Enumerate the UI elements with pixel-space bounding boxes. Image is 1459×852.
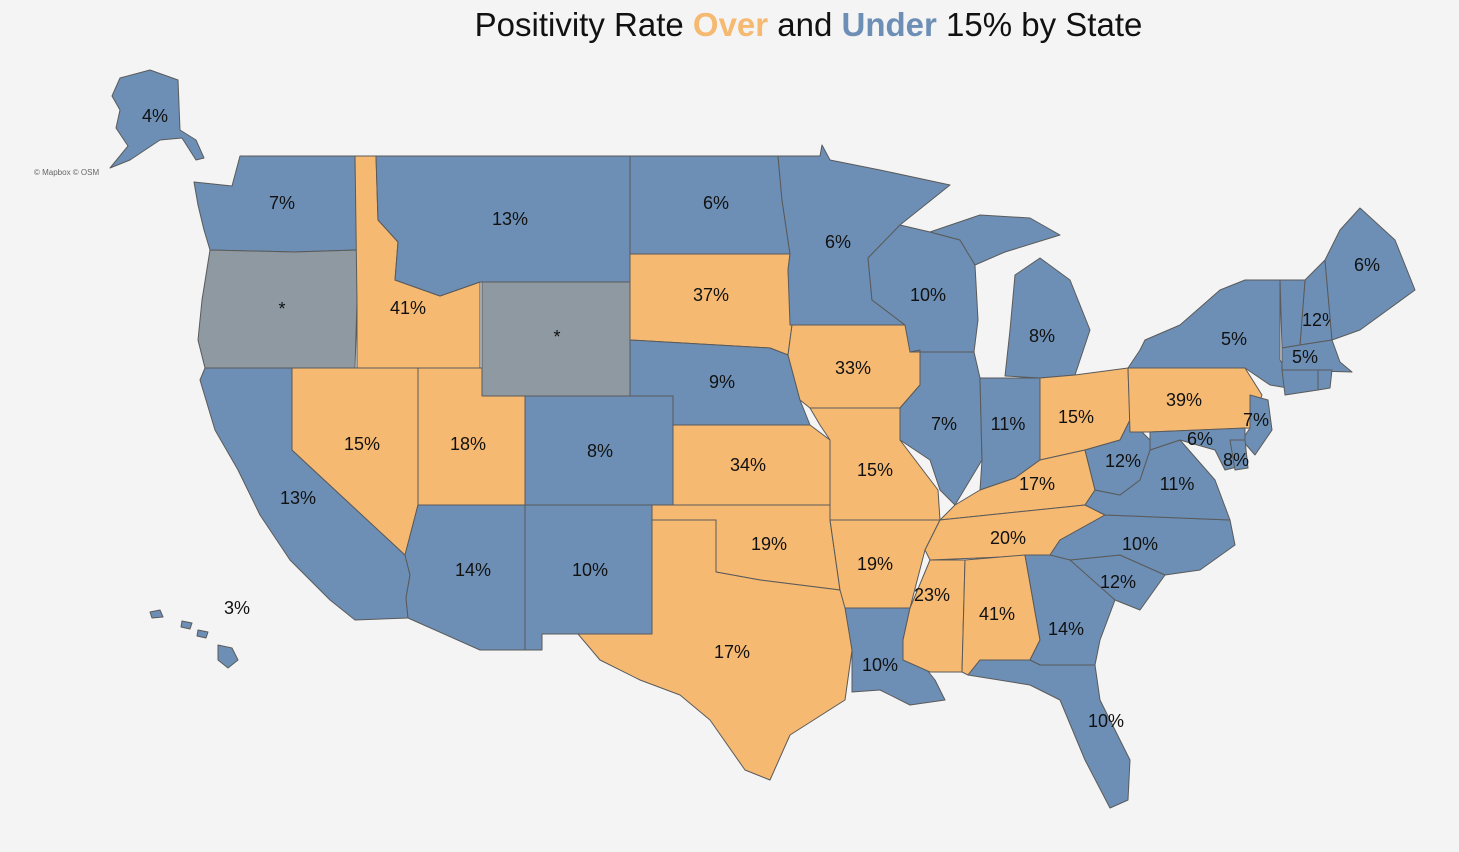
state-ms[interactable]: 23%: [902, 559, 966, 673]
state-label-ky: 17%: [1019, 474, 1055, 494]
state-il[interactable]: 7%: [899, 349, 983, 506]
state-label-fl: 10%: [1088, 711, 1124, 731]
state-nj[interactable]: 7%: [1241, 394, 1273, 456]
state-nc[interactable]: 10%: [1049, 514, 1236, 576]
state-label-tx: 17%: [714, 642, 750, 662]
state-tx[interactable]: 17%: [577, 519, 853, 781]
state-az[interactable]: 14%: [404, 504, 526, 651]
state-de[interactable]: 8%: [1223, 439, 1249, 471]
state-wy[interactable]: *: [481, 281, 631, 397]
state-nd[interactable]: 6%: [629, 155, 791, 255]
state-label-me: 6%: [1354, 255, 1380, 275]
state-label-co: 8%: [587, 441, 613, 461]
state-ne[interactable]: 9%: [629, 339, 811, 426]
state-shape-ct[interactable]: [1281, 369, 1319, 396]
state-label-id: 41%: [390, 298, 426, 318]
state-label-nh: 12%: [1302, 310, 1338, 330]
state-wa[interactable]: 7%: [193, 155, 358, 253]
state-label-ak: 4%: [142, 106, 168, 126]
state-label-nv: 15%: [344, 434, 380, 454]
state-label-ms: 23%: [914, 585, 950, 605]
state-ia[interactable]: 33%: [787, 324, 921, 409]
state-nm[interactable]: 10%: [524, 504, 653, 651]
state-label-mn: 6%: [825, 232, 851, 252]
map-title: Positivity Rate Over and Under 15% by St…: [474, 6, 1143, 43]
state-label-in: 11%: [991, 414, 1026, 434]
state-label-va: 11%: [1160, 474, 1195, 494]
state-label-ia: 33%: [835, 358, 871, 378]
state-ri[interactable]: [1317, 369, 1333, 391]
state-label-sd: 37%: [693, 285, 729, 305]
state-shape-ri[interactable]: [1317, 369, 1333, 391]
state-me[interactable]: 6%: [1324, 207, 1416, 341]
state-ga[interactable]: 14%: [1024, 554, 1116, 666]
state-label-ma: 5%: [1292, 347, 1318, 367]
state-wi[interactable]: 10%: [867, 224, 979, 353]
state-label-nc: 10%: [1122, 534, 1158, 554]
state-shape-nj[interactable]: [1241, 394, 1273, 456]
state-label-tn: 20%: [990, 528, 1026, 548]
state-label-ny: 5%: [1221, 329, 1247, 349]
state-shape-md[interactable]: [1149, 427, 1246, 471]
state-shape-hi[interactable]: [149, 609, 239, 669]
state-label-ks: 34%: [730, 455, 766, 475]
map-attribution: © Mapbox © OSM: [34, 168, 100, 177]
state-md[interactable]: 6%: [1149, 427, 1246, 471]
state-label-nj: 7%: [1243, 410, 1269, 430]
state-tn[interactable]: 20%: [924, 504, 1106, 561]
state-shape-nc[interactable]: [1049, 514, 1236, 576]
state-label-wv: 12%: [1105, 451, 1141, 471]
state-label-oh: 15%: [1058, 407, 1094, 427]
state-label-de: 8%: [1223, 450, 1249, 470]
title-under-keyword: Under: [841, 6, 937, 43]
state-label-il: 7%: [931, 414, 957, 434]
state-hi[interactable]: 3%: [149, 598, 250, 669]
state-sc[interactable]: 12%: [1069, 554, 1166, 611]
state-label-pa: 39%: [1166, 390, 1202, 410]
state-label-al: 41%: [979, 604, 1015, 624]
state-label-md: 6%: [1187, 429, 1213, 449]
state-label-wi: 10%: [910, 285, 946, 305]
state-label-ne: 9%: [709, 372, 735, 392]
state-label-ar: 19%: [857, 554, 893, 574]
state-al[interactable]: 41%: [961, 554, 1041, 676]
state-sd[interactable]: 37%: [629, 253, 793, 356]
state-fl[interactable]: 10%: [967, 659, 1131, 809]
state-ks[interactable]: 34%: [672, 424, 831, 506]
state-label-or: *: [278, 299, 285, 319]
state-label-nm: 10%: [572, 560, 608, 580]
state-co[interactable]: 8%: [524, 395, 674, 506]
state-label-ga: 14%: [1048, 619, 1084, 639]
state-shape-me[interactable]: [1324, 207, 1416, 341]
state-pa[interactable]: 39%: [1127, 367, 1263, 433]
state-shape-fl[interactable]: [967, 659, 1131, 809]
state-ma[interactable]: 5%: [1281, 339, 1353, 373]
state-mt[interactable]: 13%: [375, 155, 631, 297]
state-shape-il[interactable]: [899, 349, 983, 506]
state-label-ca: 13%: [280, 488, 316, 508]
state-label-mo: 15%: [857, 460, 893, 480]
state-nv[interactable]: 15%: [291, 367, 419, 556]
state-label-mt: 13%: [492, 209, 528, 229]
state-label-hi: 3%: [224, 598, 250, 618]
state-label-nd: 6%: [703, 193, 729, 213]
state-shape-wi[interactable]: [867, 224, 979, 353]
state-ak[interactable]: 4%: [109, 69, 205, 169]
state-label-az: 14%: [455, 560, 491, 580]
state-shape-ak[interactable]: [109, 69, 205, 169]
state-label-sc: 12%: [1100, 572, 1136, 592]
state-label-ut: 18%: [450, 434, 486, 454]
state-or[interactable]: *: [197, 249, 358, 369]
state-label-wy: *: [553, 327, 560, 347]
state-shape-tx[interactable]: [577, 519, 853, 781]
state-label-mi: 8%: [1029, 326, 1055, 346]
state-label-ok: 19%: [751, 534, 787, 554]
state-label-wa: 7%: [269, 193, 295, 213]
state-label-la: 10%: [862, 655, 898, 675]
state-ct[interactable]: [1281, 369, 1319, 396]
state-shape-de[interactable]: [1229, 439, 1249, 471]
title-over-keyword: Over: [692, 6, 769, 43]
